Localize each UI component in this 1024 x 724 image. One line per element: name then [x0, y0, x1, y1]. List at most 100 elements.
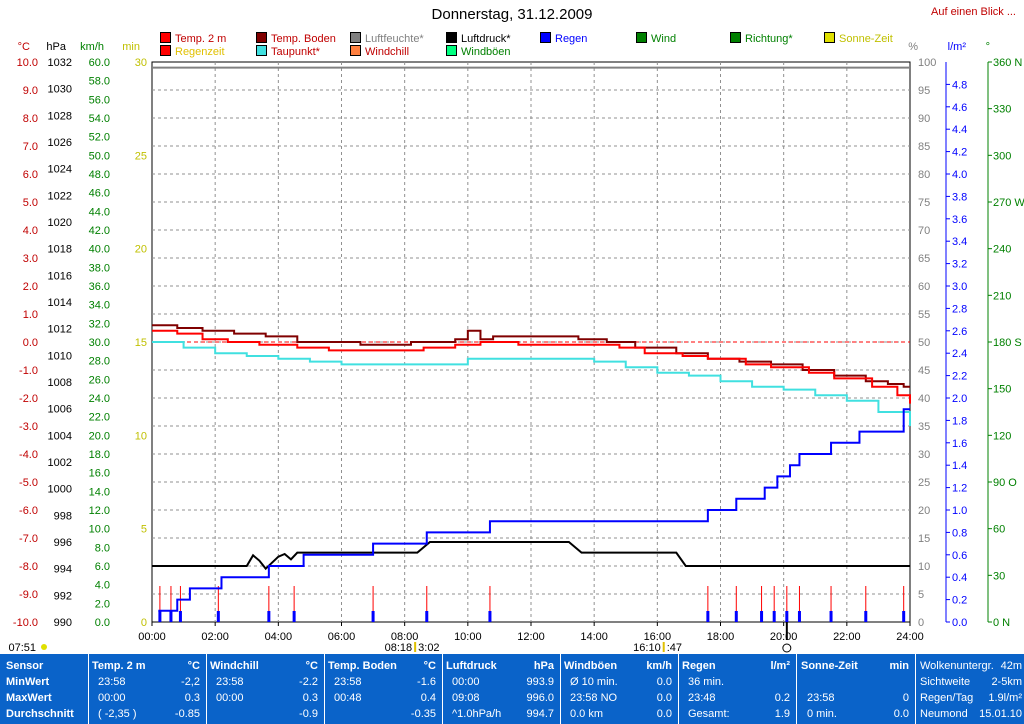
legend-item[interactable]: Temp. Boden: [256, 32, 336, 46]
pressure-tick-label: 1014: [48, 297, 72, 309]
rain-tick-label: 3.6: [952, 214, 967, 226]
pressure-tick-label: 1008: [48, 377, 72, 389]
wind-tick-label: 28.0: [89, 356, 110, 368]
stats-cell-time: 09:08: [452, 692, 480, 704]
stats-cell-time: ( -2,35 ): [98, 708, 137, 720]
stats-cell-time: 23:58: [98, 676, 126, 688]
stats-cell-time: 23:58: [334, 676, 362, 688]
wind-tick-label: 56.0: [89, 94, 110, 106]
rain-tick-label: 0.2: [952, 595, 967, 607]
pct-tick-label: 95: [918, 85, 930, 97]
legend-swatch: [824, 32, 835, 43]
legend-swatch: [160, 32, 171, 43]
chart-title: Donnerstag, 31.12.2009: [431, 6, 593, 23]
legend-item[interactable]: Temp. 2 m: [160, 32, 226, 46]
dir-tick-label: 210: [993, 290, 1011, 302]
rain-amount-bar: [371, 611, 375, 622]
temp-tick-label: -3.0: [19, 421, 38, 433]
temp-tick-label: 8.0: [23, 113, 38, 125]
pct-tick-label: 70: [918, 225, 930, 237]
time-tick-label: 20:00: [770, 631, 798, 643]
rain-amount-bar: [216, 611, 220, 622]
stats-cell-value: 0.3: [184, 692, 200, 704]
stats-cell-value: -1.6: [417, 676, 436, 688]
min-unit-label: min: [122, 41, 140, 53]
rain-amount-bar: [797, 611, 801, 622]
stats-cell-value: 0.0: [656, 692, 672, 704]
stats-column-title: Windchill: [210, 660, 259, 672]
rain-tick-label: 3.0: [952, 281, 967, 293]
wind-tick-label: 36.0: [89, 281, 110, 293]
series-taupunkt-: [152, 341, 911, 426]
rain-tick-label: 2.2: [952, 371, 967, 383]
temp-tick-label: 5.0: [23, 197, 38, 209]
misc-row: Regen/Tag 1.9l/m²: [920, 692, 1022, 704]
stats-cell-time: 23:48: [688, 692, 716, 704]
stats-cell-time: 00:00: [452, 676, 480, 688]
stats-column-title: Luftdruck: [446, 660, 497, 672]
wind-tick-label: 58.0: [89, 76, 110, 88]
stats-cell-value: -0.35: [410, 708, 436, 720]
series-regen: [158, 408, 910, 612]
stats-cell-value: 0.4: [420, 692, 436, 704]
pct-tick-label: 100: [918, 57, 936, 69]
pressure-tick-label: 1010: [48, 350, 72, 362]
pct-tick-label: 5: [918, 589, 924, 601]
stats-column: Luftdruck hPa 00:00 993.9 09:08 996.0 ^1.0hPa/…: [442, 654, 561, 724]
legend-item[interactable]: Regen: [540, 32, 587, 46]
legend-item[interactable]: Sonne-Zeit: [824, 32, 893, 46]
legend-label: Richtung*: [745, 33, 793, 45]
pressure-tick-label: 1012: [48, 324, 72, 336]
stats-column: Windböen km/h Ø 10 min. 0.0 23:58 NO 0.0 0.0 k…: [560, 654, 679, 724]
moon-icon: [782, 643, 792, 653]
pct-tick-label: 60: [918, 281, 930, 293]
sun-start-time: 3:02: [418, 642, 439, 654]
legend-item[interactable]: Taupunkt*: [256, 45, 320, 59]
series-luftdruck-: [152, 541, 910, 571]
pressure-tick-label: 1018: [48, 244, 72, 256]
legend-item[interactable]: Luftfeuchte*: [350, 32, 424, 46]
stats-column-title: Sonne-Zeit: [801, 660, 858, 672]
temp-tick-label: 2.0: [23, 281, 38, 293]
rain-tick-label: 1.4: [952, 460, 967, 472]
wind-tick-label: 50.0: [89, 150, 110, 162]
misc-row: Wolkenuntergr. 42m: [920, 660, 1022, 672]
temp-tick-label: 7.0: [23, 141, 38, 153]
temp-tick-label: -1.0: [19, 365, 38, 377]
legend-item[interactable]: Luftdruck*: [446, 32, 511, 46]
rain-amount-bar: [902, 611, 906, 622]
wind-tick-label: 60.0: [89, 57, 110, 69]
wind-tick-label: 22.0: [89, 412, 110, 424]
legend-label: Temp. 2 m: [175, 33, 227, 45]
pressure-tick-label: 1000: [48, 484, 72, 496]
rain-amount-bar: [267, 611, 271, 622]
legend-swatch: [256, 45, 267, 56]
rain-tick-label: 4.2: [952, 147, 967, 159]
stats-cell-value: 0: [902, 692, 909, 704]
pressure-tick-label: 998: [54, 510, 72, 522]
legend-swatch: [256, 32, 267, 43]
temp-tick-label: -10.0: [13, 617, 38, 629]
minutes-tick-label: 20: [135, 244, 147, 256]
rain-amount-bar: [292, 611, 296, 622]
pct-tick-label: 50: [918, 337, 930, 349]
legend-item[interactable]: Windchill: [350, 45, 409, 59]
legend-label: Regenzeit: [175, 46, 225, 58]
legend-item[interactable]: Regenzeit: [160, 45, 225, 59]
sun-icon: [41, 644, 47, 650]
rain-tick-label: 3.4: [952, 236, 967, 248]
overview-link[interactable]: Auf einen Blick ...: [931, 6, 1016, 18]
stats-column-unit: l/m²: [770, 660, 790, 672]
stats-column-title: Temp. Boden: [328, 660, 397, 672]
stats-cell-time: 23:58 NO: [570, 692, 618, 704]
dir-tick-label: 240: [993, 244, 1011, 256]
legend-label: Luftfeuchte*: [365, 33, 424, 45]
stats-cell-time: Gesamt:: [688, 708, 730, 720]
legend-swatch: [446, 45, 457, 56]
stats-column-unit: °C: [187, 660, 200, 672]
legend-item[interactable]: Richtung*: [730, 32, 793, 46]
stats-column-unit: hPa: [533, 660, 554, 672]
legend-item[interactable]: Windböen: [446, 45, 511, 59]
legend-item[interactable]: Wind: [636, 32, 676, 46]
time-tick-label: 16:00: [644, 631, 672, 643]
